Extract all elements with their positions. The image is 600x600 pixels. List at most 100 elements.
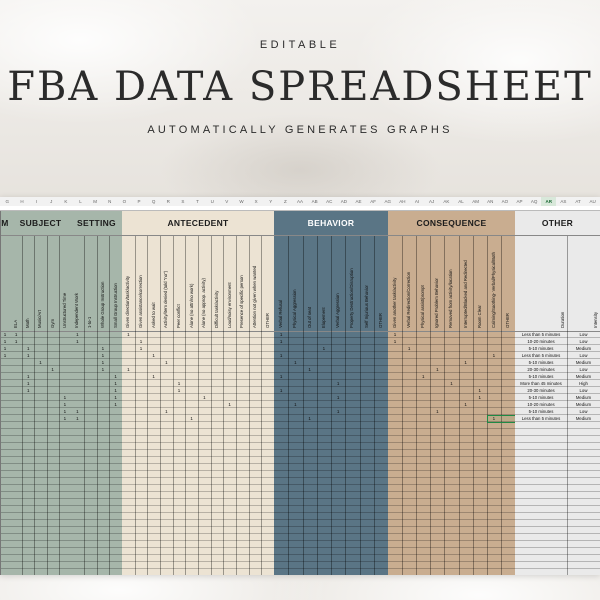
tally-mark[interactable]: 1: [279, 388, 283, 393]
tally-mark[interactable]: 1: [336, 381, 340, 386]
intensity-cell[interactable]: Low: [579, 339, 588, 344]
tally-mark[interactable]: 1: [308, 367, 311, 372]
subheader-setting-1[interactable]: 1-to-1: [84, 236, 98, 331]
subheader-antecedent-5[interactable]: Alone (no attn/no work): [185, 236, 199, 331]
tally-mark[interactable]: 1: [114, 388, 117, 393]
data-grid-consequence[interactable]: 1 1 1 1 1 1 1 1 1 1 1 1 1: [388, 331, 517, 575]
intensity-cell[interactable]: Medium: [575, 395, 592, 400]
duration-cell[interactable]: 5-10 minutes: [528, 346, 554, 351]
tally-mark[interactable]: 1: [27, 374, 30, 379]
column-letter-r[interactable]: R: [166, 199, 170, 204]
subheader-consequence-2[interactable]: Physical assist/prompt: [416, 236, 432, 331]
column-letter-au[interactable]: AU: [589, 199, 596, 204]
tally-mark[interactable]: 1: [393, 339, 397, 344]
subheader-behavior-2[interactable]: Out of seat: [303, 236, 318, 331]
data-grid-subject[interactable]: 1 1 1 1 1 1 1 1 1 1 1 1 1: [10, 331, 71, 575]
subheader-consequence-4[interactable]: Removed from activity/location: [444, 236, 460, 331]
subheader-antecedent-4[interactable]: Peer conflict: [173, 236, 187, 331]
duration-cell[interactable]: Less than 5 minutes: [521, 332, 561, 337]
selected-cell[interactable]: [486, 415, 517, 423]
subheader-consequence-0[interactable]: Given another task/activity: [388, 236, 404, 331]
column-letter-ak[interactable]: AK: [443, 199, 450, 204]
intensity-cell[interactable]: High: [579, 381, 588, 386]
tally-mark[interactable]: 1: [322, 346, 326, 351]
tally-mark[interactable]: 1: [279, 339, 283, 344]
data-grid-m[interactable]: 1 1 1 1: [0, 331, 10, 575]
tally-mark[interactable]: 1: [27, 388, 30, 393]
intensity-cell[interactable]: Medium: [575, 360, 592, 365]
subheader-setting-3[interactable]: Small Group Instruction: [109, 236, 123, 331]
tally-mark[interactable]: 1: [139, 346, 143, 351]
tally-mark[interactable]: 1: [27, 381, 30, 386]
subheader-setting-0[interactable]: Independent Work: [71, 236, 85, 331]
subheader-consequence-3[interactable]: Ignored Problem Behavior: [430, 236, 446, 331]
subheader-consequence-5[interactable]: Interrupted/Blocked and Redirected: [459, 236, 474, 331]
tally-mark[interactable]: 1: [76, 339, 79, 344]
tally-mark[interactable]: 1: [464, 360, 467, 365]
tally-mark[interactable]: 1: [114, 374, 117, 379]
tally-mark[interactable]: 1: [51, 367, 54, 372]
tally-mark[interactable]: 1: [177, 381, 181, 386]
column-letter-ag[interactable]: AG: [384, 199, 392, 204]
tally-mark[interactable]: 1: [436, 367, 439, 372]
tally-mark[interactable]: 1: [27, 353, 30, 358]
duration-cell[interactable]: 5-10 minutes: [528, 395, 554, 400]
intensity-cell[interactable]: Medium: [575, 346, 592, 351]
tally-mark[interactable]: 1: [114, 381, 117, 386]
column-letter-ad[interactable]: AD: [340, 199, 348, 204]
subheader-setting-2[interactable]: Whole Group Instruction: [97, 236, 111, 331]
column-letter-ap[interactable]: AP: [516, 199, 523, 204]
tally-mark[interactable]: 1: [14, 332, 18, 337]
subheader-consequence-8[interactable]: OTHER: [501, 236, 516, 331]
intensity-cell[interactable]: Low: [579, 409, 588, 414]
duration-cell[interactable]: 10-20 minutes: [527, 339, 555, 344]
subheader-antecedent-2[interactable]: Asked to wait: [147, 236, 161, 331]
tally-mark[interactable]: 1: [39, 360, 42, 365]
column-letter-w[interactable]: W: [239, 199, 244, 204]
data-grid-other[interactable]: Less than 5 minutes Low 10-20 minutes Low 5-…: [515, 331, 600, 575]
column-letter-am[interactable]: AM: [472, 199, 479, 204]
duration-cell[interactable]: Less than 5 minutes: [521, 416, 561, 421]
band-header-behavior[interactable]: BEHAVIOR: [274, 211, 388, 236]
tally-mark[interactable]: 1: [76, 409, 79, 414]
subheader-other-0[interactable]: Duration: [515, 236, 568, 331]
subheader-subject-4[interactable]: Unstructured Time: [59, 236, 72, 331]
subheader-subject-3[interactable]: Gym: [47, 236, 60, 331]
subheader-subject-2[interactable]: Music/Art: [34, 236, 48, 331]
tally-mark[interactable]: 1: [407, 346, 411, 351]
subheader-antecedent-10[interactable]: Attention not given when wanted: [249, 236, 263, 331]
column-letter-i[interactable]: I: [35, 199, 38, 204]
subheader-antecedent-11[interactable]: OTHER: [261, 236, 275, 331]
subheader-behavior-5[interactable]: Property Destruction/Disruption: [345, 236, 361, 331]
tally-mark[interactable]: 1: [63, 395, 67, 400]
tally-mark[interactable]: 1: [63, 409, 67, 414]
column-letter-p[interactable]: P: [137, 199, 141, 204]
subheader-antecedent-3[interactable]: Activity/item denied (told "no"): [160, 236, 174, 331]
tally-mark[interactable]: 1: [63, 402, 67, 407]
column-letter-an[interactable]: AN: [487, 199, 494, 204]
duration-cell[interactable]: 10-20 minutes: [527, 402, 555, 407]
tally-mark[interactable]: 1: [393, 332, 397, 337]
column-letter-ar[interactable]: AR: [541, 197, 557, 206]
column-letter-z[interactable]: Z: [283, 199, 287, 204]
subheader-behavior-7[interactable]: OTHER: [374, 236, 389, 331]
duration-cell[interactable]: 20-30 minutes: [527, 388, 555, 393]
tally-mark[interactable]: 1: [3, 346, 7, 351]
tally-mark[interactable]: 1: [27, 346, 30, 351]
column-letter-aj[interactable]: AJ: [429, 199, 435, 204]
column-letter-ac[interactable]: AC: [326, 199, 333, 204]
intensity-cell[interactable]: Low: [579, 367, 588, 372]
tally-mark[interactable]: 1: [101, 360, 105, 365]
column-letter-k[interactable]: K: [64, 199, 68, 204]
column-letter-m[interactable]: M: [93, 199, 97, 204]
subheader-antecedent-9[interactable]: Presence of specific person: [236, 236, 250, 331]
tally-mark[interactable]: 1: [492, 416, 496, 421]
tally-mark[interactable]: 1: [3, 353, 7, 358]
band-header-consequence[interactable]: CONSEQUENCE: [388, 211, 515, 236]
column-letter-j[interactable]: J: [50, 199, 53, 204]
subheader-subject-1[interactable]: Math: [22, 236, 36, 331]
tally-mark[interactable]: 1: [127, 332, 130, 337]
column-letter-o[interactable]: O: [122, 199, 127, 204]
column-letter-v[interactable]: V: [225, 199, 229, 204]
data-grid-behavior[interactable]: 1 1 1 1 1 1 1 1 1 1 1 1 1: [274, 331, 388, 575]
